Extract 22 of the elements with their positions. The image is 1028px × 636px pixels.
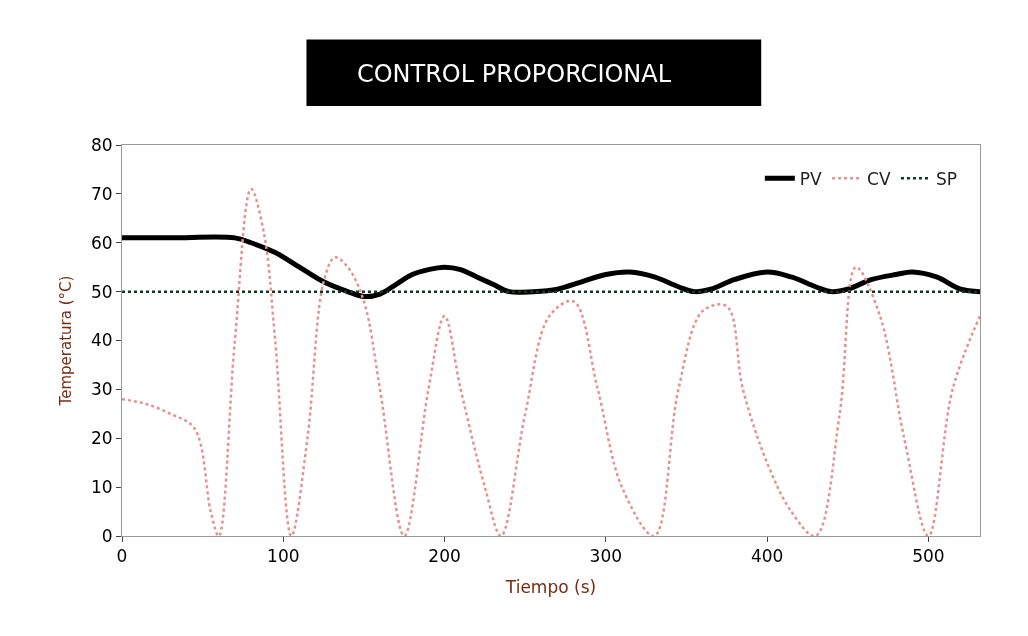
y-tick-label: 80 bbox=[90, 134, 113, 155]
y-tick-label: 60 bbox=[90, 232, 113, 253]
legend-label: PV bbox=[799, 168, 823, 189]
y-tick-label: 10 bbox=[90, 477, 113, 498]
x-tick-label: 200 bbox=[428, 546, 461, 567]
line-series bbox=[122, 187, 980, 536]
x-tick-label: 100 bbox=[267, 546, 300, 567]
y-tick-label: 20 bbox=[90, 428, 113, 449]
x-tick-label: 400 bbox=[750, 546, 784, 567]
y-axis-title: Temperatura (°C) bbox=[57, 275, 76, 407]
legend-label: CV bbox=[867, 168, 891, 189]
y-tick-label: 70 bbox=[90, 183, 113, 204]
x-tick-label: 300 bbox=[589, 546, 623, 567]
legend-label: SP bbox=[935, 168, 958, 189]
x-tick-label: 500 bbox=[912, 546, 945, 567]
y-tick-label: 50 bbox=[90, 281, 113, 302]
chart-title: CONTROL PROPORCIONAL bbox=[356, 59, 672, 88]
y-tick-label: 40 bbox=[90, 330, 113, 351]
y-tick-label: 30 bbox=[90, 379, 113, 400]
y-tick-label: 0 bbox=[101, 525, 113, 546]
x-tick-label: 0 bbox=[116, 546, 128, 567]
x-axis-title: Tiempo (s) bbox=[504, 576, 597, 597]
